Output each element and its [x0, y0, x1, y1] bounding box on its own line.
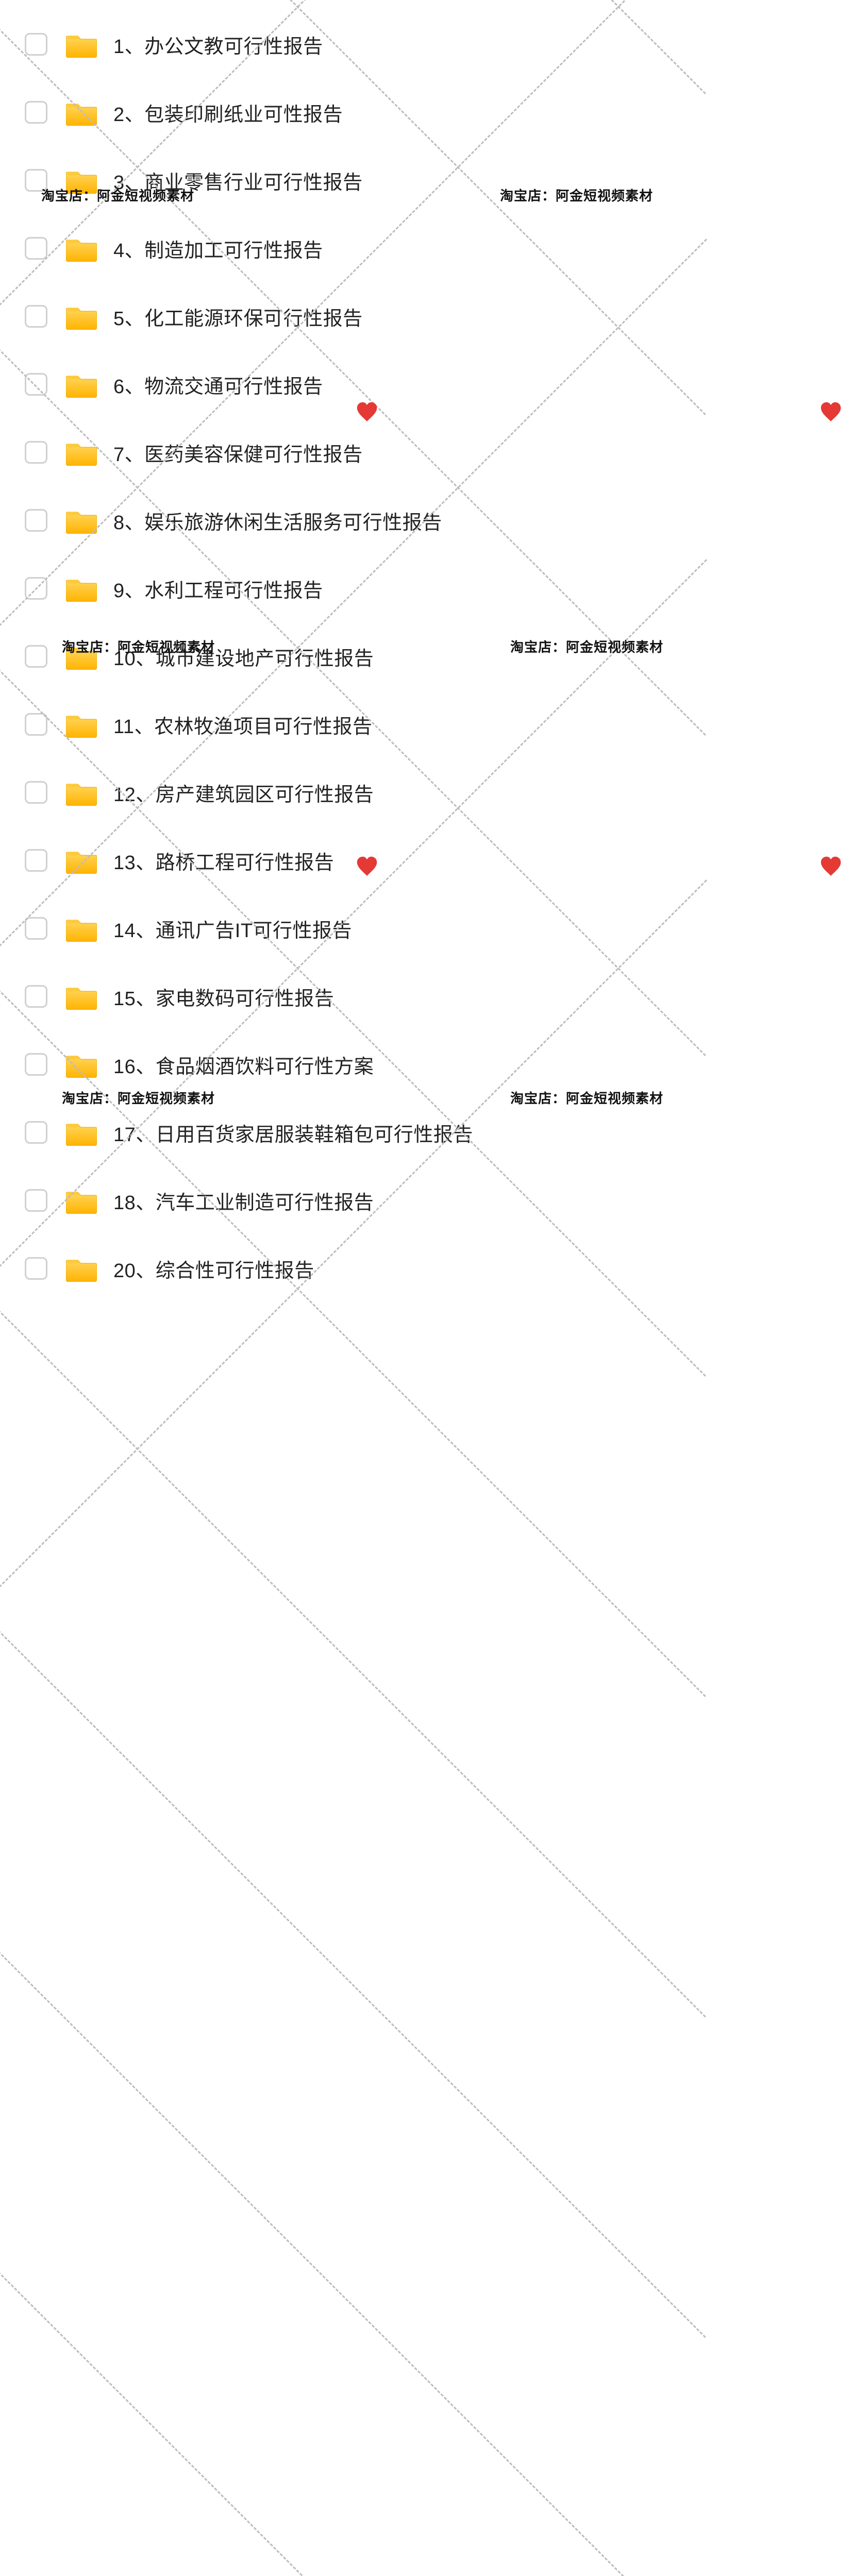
folder-row[interactable]: 9、水利工程可行性报告	[25, 554, 852, 622]
folder-row[interactable]: 11、农林牧渔项目可行性报告	[25, 690, 852, 758]
folder-name[interactable]: 4、制造加工可行性报告	[113, 234, 323, 263]
folder-row[interactable]: 3、商业零售行业可行性报告	[25, 146, 852, 214]
folder-icon	[66, 507, 97, 534]
folder-icon	[66, 31, 97, 58]
folder-row[interactable]: 10、城市建设地产可行性报告	[25, 622, 852, 690]
row-checkbox[interactable]	[25, 713, 47, 736]
row-checkbox[interactable]	[25, 577, 47, 600]
folder-icon	[66, 1119, 97, 1146]
folder-name[interactable]: 20、综合性可行性报告	[113, 1255, 314, 1283]
row-checkbox[interactable]	[25, 305, 47, 328]
row-checkbox[interactable]	[25, 1053, 47, 1076]
row-checkbox[interactable]	[25, 1121, 47, 1144]
folder-row[interactable]: 16、食品烟酒饮料可行性方案	[25, 1030, 852, 1098]
row-checkbox[interactable]	[25, 509, 47, 532]
folder-row[interactable]: 2、包装印刷纸业可性报告	[25, 78, 852, 146]
folder-icon	[66, 1187, 97, 1214]
row-checkbox[interactable]	[25, 373, 47, 396]
folder-row[interactable]: 14、通讯广告IT可行性报告	[25, 894, 852, 962]
folder-row[interactable]: 1、办公文教可行性报告	[25, 10, 852, 78]
folder-icon	[66, 575, 97, 602]
folder-icon	[66, 235, 97, 262]
folder-icon	[66, 1255, 97, 1282]
viewport: 淘宝店：阿金短视频素材淘宝店：阿金短视频素材淘宝店：阿金短视频素材淘宝店：阿金短…	[0, 0, 852, 1319]
row-checkbox[interactable]	[25, 101, 47, 124]
folder-icon	[66, 167, 97, 194]
folder-icon	[66, 915, 97, 942]
folder-name[interactable]: 15、家电数码可行性报告	[113, 982, 334, 1011]
folder-name[interactable]: 16、食品烟酒饮料可行性方案	[113, 1050, 374, 1079]
row-checkbox[interactable]	[25, 849, 47, 872]
folder-icon	[66, 439, 97, 466]
folder-name[interactable]: 2、包装印刷纸业可性报告	[113, 98, 343, 127]
folder-name[interactable]: 5、化工能源环保可行性报告	[113, 302, 363, 331]
row-checkbox[interactable]	[25, 169, 47, 192]
folder-name[interactable]: 17、日用百货家居服装鞋箱包可行性报告	[113, 1118, 473, 1147]
folder-row[interactable]: 4、制造加工可行性报告	[25, 214, 852, 282]
folder-icon	[66, 1051, 97, 1078]
row-checkbox[interactable]	[25, 1189, 47, 1212]
row-checkbox[interactable]	[25, 917, 47, 940]
row-checkbox[interactable]	[25, 645, 47, 668]
folder-name[interactable]: 11、农林牧渔项目可行性报告	[113, 710, 372, 739]
folder-name[interactable]: 18、汽车工业制造可行性报告	[113, 1187, 374, 1215]
row-checkbox[interactable]	[25, 441, 47, 464]
folder-row[interactable]: 15、家电数码可行性报告	[25, 962, 852, 1030]
folder-name[interactable]: 13、路桥工程可行性报告	[113, 846, 334, 875]
folder-row[interactable]: 20、综合性可行性报告	[25, 1234, 852, 1302]
folder-name[interactable]: 3、商业零售行业可行性报告	[113, 166, 363, 195]
folder-row[interactable]: 18、汽车工业制造可行性报告	[25, 1166, 852, 1234]
folder-name[interactable]: 1、办公文教可行性报告	[113, 30, 323, 59]
folder-icon	[66, 983, 97, 1010]
row-checkbox[interactable]	[25, 781, 47, 804]
folder-icon	[66, 847, 97, 874]
folder-icon	[66, 99, 97, 126]
row-checkbox[interactable]	[25, 33, 47, 56]
folder-name[interactable]: 6、物流交通可行性报告	[113, 370, 323, 399]
folder-name[interactable]: 14、通讯广告IT可行性报告	[113, 914, 352, 943]
folder-icon	[66, 643, 97, 670]
folder-name[interactable]: 8、娱乐旅游休闲生活服务可行性报告	[113, 506, 442, 535]
folder-name[interactable]: 7、医药美容保健可行性报告	[113, 438, 363, 467]
folder-row[interactable]: 6、物流交通可行性报告	[25, 350, 852, 418]
folder-name[interactable]: 10、城市建设地产可行性报告	[113, 642, 374, 671]
folder-row[interactable]: 17、日用百货家居服装鞋箱包可行性报告	[25, 1098, 852, 1166]
folder-icon	[66, 779, 97, 806]
folder-name[interactable]: 12、房产建筑园区可行性报告	[113, 778, 374, 807]
folder-name[interactable]: 9、水利工程可行性报告	[113, 574, 323, 603]
folder-row[interactable]: 5、化工能源环保可行性报告	[25, 282, 852, 350]
folder-row[interactable]: 12、房产建筑园区可行性报告	[25, 758, 852, 826]
row-checkbox[interactable]	[25, 237, 47, 260]
folder-icon	[66, 303, 97, 330]
folder-row[interactable]: 7、医药美容保健可行性报告	[25, 418, 852, 486]
folder-icon	[66, 371, 97, 398]
row-checkbox[interactable]	[25, 1257, 47, 1280]
row-checkbox[interactable]	[25, 985, 47, 1008]
folder-icon	[66, 711, 97, 738]
folder-row[interactable]: 13、路桥工程可行性报告	[25, 826, 852, 894]
folder-list: 1、办公文教可行性报告 2、包装印刷纸业可性报告 3、商业零售行业可行性报告 4…	[0, 0, 852, 1302]
folder-row[interactable]: 8、娱乐旅游休闲生活服务可行性报告	[25, 486, 852, 554]
